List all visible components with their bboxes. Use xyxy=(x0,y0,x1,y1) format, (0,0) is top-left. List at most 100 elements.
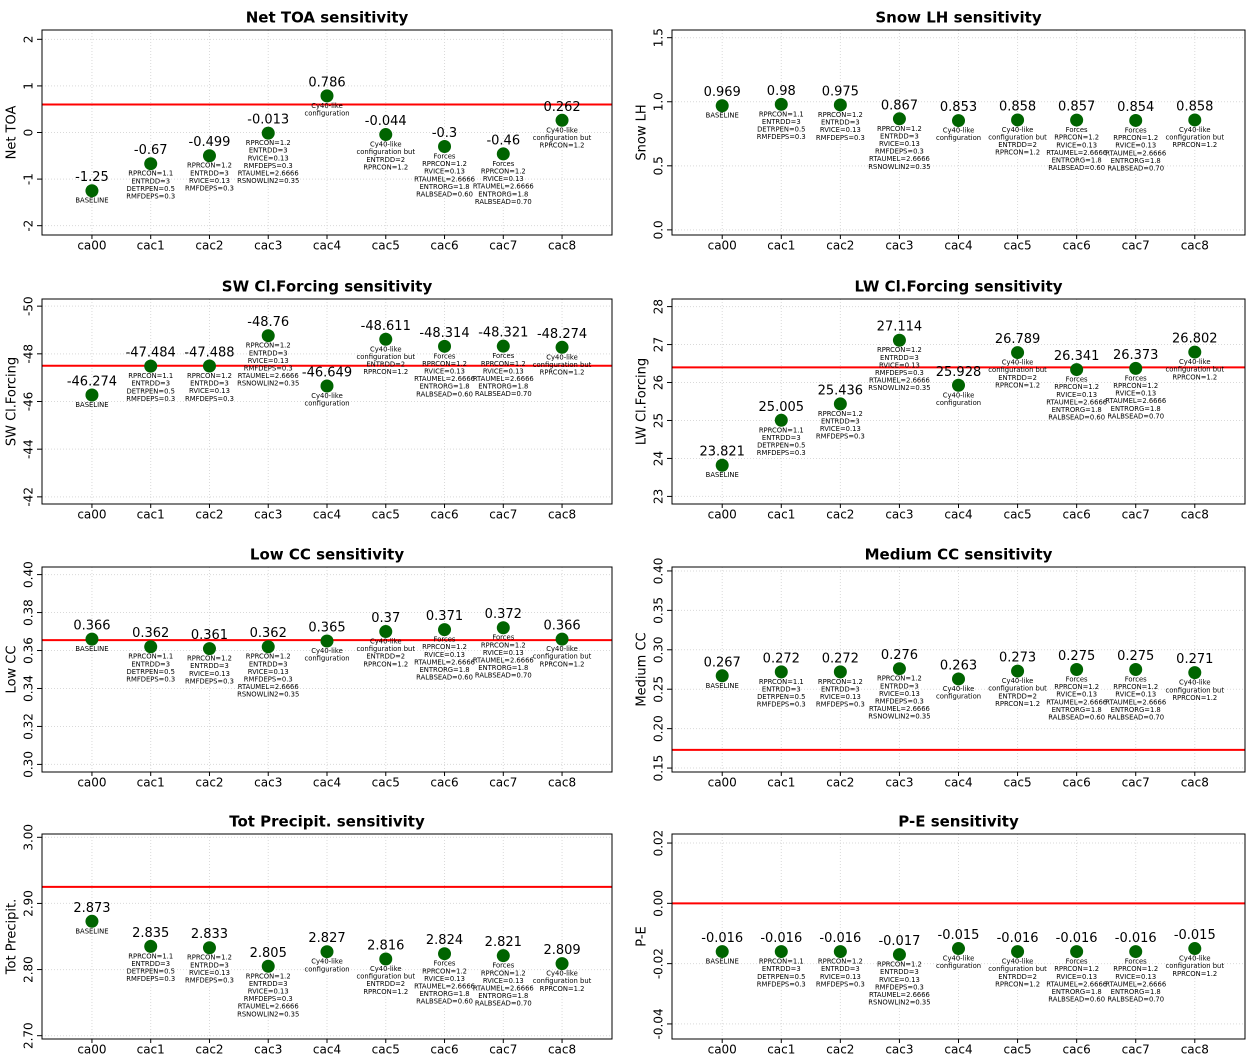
y-tick-label: 0.30 xyxy=(652,636,666,663)
annotation: RPRCON=1.2 xyxy=(1113,683,1158,691)
annotation: ENTRORG=1.8 xyxy=(1052,406,1102,414)
x-tick-label: cac8 xyxy=(1181,776,1209,790)
point xyxy=(892,333,906,347)
annotation: RPRCON=1.2 xyxy=(540,368,585,376)
point xyxy=(715,99,729,113)
annotation: RVICE=0.13 xyxy=(1115,973,1156,981)
x-tick-label: cac3 xyxy=(254,239,282,253)
annotation: Cy40-like xyxy=(311,647,343,655)
annotation: RPRCON=1.2 xyxy=(422,967,467,975)
x-tick-label: cac1 xyxy=(137,1043,165,1057)
annotation: RTAUMEL=2.6666 xyxy=(473,984,534,992)
annotation: Cy40-like xyxy=(1002,126,1034,134)
point xyxy=(1011,346,1025,360)
annotation: RTAUMEL=2.6666 xyxy=(1105,698,1166,706)
point xyxy=(1188,666,1202,680)
x-tick-label: cac6 xyxy=(1063,508,1091,522)
x-tick-label: cac3 xyxy=(885,508,913,522)
annotation: ENTRDD=3 xyxy=(131,960,170,968)
plot-frame xyxy=(41,29,613,236)
annotation: ENTRORG=1.8 xyxy=(419,990,469,998)
point xyxy=(85,184,99,198)
value-label: -0.013 xyxy=(247,113,289,128)
annotation: ENTRDD=3 xyxy=(249,147,288,155)
annotation: RALBSEAD=0.70 xyxy=(1107,714,1164,722)
panel-title: SW Cl.Forcing sensitivity xyxy=(222,278,433,296)
annotation: RSNOWLIN2=0.35 xyxy=(868,999,930,1007)
value-label: 0.854 xyxy=(1117,100,1154,115)
plot-frame xyxy=(671,29,1246,236)
point xyxy=(85,388,99,402)
annotation: ENTRORG=1.8 xyxy=(1052,156,1102,164)
point xyxy=(1188,942,1202,956)
y-tick-label: 0.35 xyxy=(652,597,666,624)
value-label: 0.366 xyxy=(73,619,110,634)
annotation: Cy40-like xyxy=(546,645,578,653)
annotation: ENTRDD=3 xyxy=(821,685,860,693)
annotation: BASELINE xyxy=(706,958,739,966)
annotation: RPRCON=1.2 xyxy=(1054,134,1099,142)
annotation: RTAUMEL=2.6666 xyxy=(414,175,475,183)
point xyxy=(952,672,965,686)
annotation: RALBSEAD=0.60 xyxy=(416,674,473,682)
x-tick-label: cac5 xyxy=(1003,239,1031,253)
y-tick-label: 0.40 xyxy=(22,561,36,588)
annotation: configuration but xyxy=(533,977,592,985)
annotation: Forces xyxy=(1066,126,1088,134)
annotation: RVICE=0.13 xyxy=(483,649,524,657)
x-tick-label: cac3 xyxy=(885,776,913,790)
value-label: 0.263 xyxy=(940,658,977,673)
annotation: configuration but xyxy=(533,134,592,142)
annotation: configuration but xyxy=(356,645,415,653)
point xyxy=(379,625,393,639)
annotation: RTAUMEL=2.6666 xyxy=(869,155,930,163)
x-tick-label: cac3 xyxy=(254,1043,282,1057)
annotation: Cy40-like xyxy=(370,141,402,149)
annotation: RMFDEPS=0.3 xyxy=(126,676,175,684)
annotation: ENTRORG=1.8 xyxy=(1111,157,1161,165)
annotation: RALBSEAD=0.60 xyxy=(1048,164,1105,172)
x-tick-label: cac2 xyxy=(826,508,854,522)
value-label: 0.272 xyxy=(763,651,800,666)
annotation: Forces xyxy=(492,634,514,642)
value-label: 2.833 xyxy=(191,927,228,942)
annotation: RPRCON=1.2 xyxy=(818,958,863,966)
annotation: ENTRDD=3 xyxy=(880,682,919,690)
x-tick-label: cac4 xyxy=(944,1043,972,1057)
annotation: ENTRDD=3 xyxy=(131,177,170,185)
annotation: RALBSEAD=0.70 xyxy=(1107,996,1164,1004)
value-label: -48.274 xyxy=(537,327,587,342)
point xyxy=(1129,361,1143,375)
x-tick-label: cac3 xyxy=(885,239,913,253)
annotation: RPRCON=1.2 xyxy=(818,111,863,119)
x-tick-label: cac7 xyxy=(489,1043,517,1057)
y-tick-label: 0.30 xyxy=(22,751,36,778)
annotation: RVICE=0.13 xyxy=(879,690,920,698)
point xyxy=(144,359,158,373)
annotation: RVICE=0.13 xyxy=(1056,973,1097,981)
point xyxy=(1070,663,1084,676)
annotation: RMFDEPS=0.3 xyxy=(816,433,865,441)
annotation: ENTRDD=3 xyxy=(880,968,919,976)
point xyxy=(715,945,729,959)
value-label: -48.76 xyxy=(247,315,289,330)
annotation: RTAUMEL=2.6666 xyxy=(1046,398,1107,406)
annotation: ENTRORG=1.8 xyxy=(478,992,528,1000)
y-axis-label: Net TOA xyxy=(5,106,20,160)
point xyxy=(774,945,788,959)
point xyxy=(774,97,788,111)
x-tick-label: cac6 xyxy=(1063,239,1091,253)
annotation: configuration xyxy=(936,962,981,970)
point xyxy=(261,126,275,140)
annotation: Forces xyxy=(492,962,514,970)
point xyxy=(774,413,788,427)
annotation: RTAUMEL=2.6666 xyxy=(869,991,930,999)
value-label: -0.67 xyxy=(134,143,168,158)
annotation: RTAUMEL=2.6666 xyxy=(473,657,534,665)
value-label: -0.3 xyxy=(432,126,457,141)
annotation: ENTRDD=2 xyxy=(366,980,405,988)
annotation: Forces xyxy=(1125,676,1147,684)
value-label: 26.341 xyxy=(1054,349,1100,364)
annotation: BASELINE xyxy=(706,471,739,479)
